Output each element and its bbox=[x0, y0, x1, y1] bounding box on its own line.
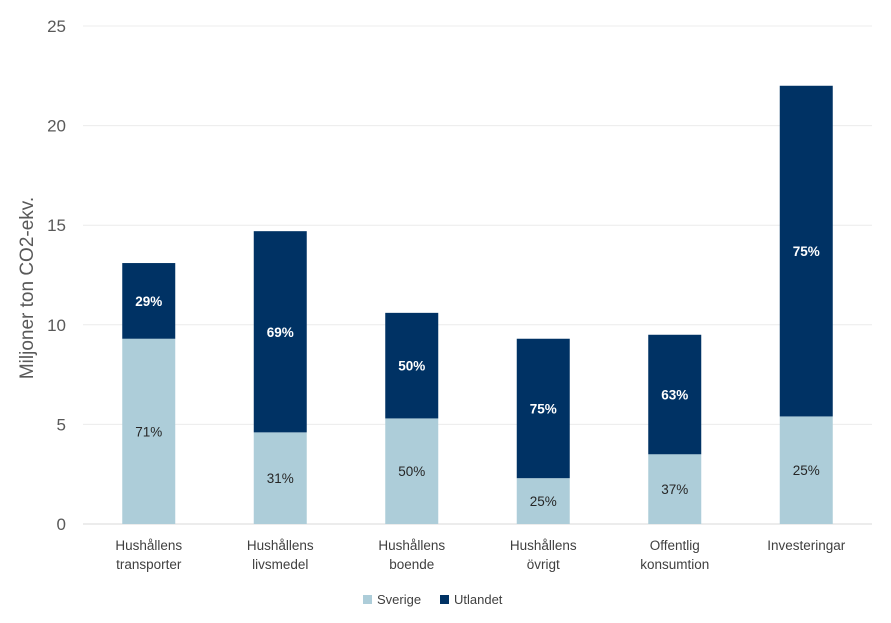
y-tick-label: 0 bbox=[57, 515, 66, 534]
segment-percent-label: 29% bbox=[135, 294, 162, 309]
segment-percent-label: 69% bbox=[267, 325, 294, 340]
category-label: livsmedel bbox=[252, 557, 308, 572]
category-label: övrigt bbox=[527, 557, 560, 572]
category-label: Hushållens bbox=[510, 538, 577, 553]
y-tick-label: 15 bbox=[47, 216, 66, 235]
bar-segment-utlandet bbox=[648, 334, 702, 455]
gridlines bbox=[83, 25, 872, 525]
y-tick-label: 20 bbox=[47, 117, 66, 136]
legend-label-sverige: Sverige bbox=[377, 592, 421, 607]
segment-percent-label: 71% bbox=[135, 424, 162, 439]
bar-segment-sverige bbox=[779, 416, 833, 524]
category-label: Hushållens bbox=[378, 538, 445, 553]
category-label: konsumtion bbox=[640, 557, 709, 572]
category-labels: Hushållens transporter Hushållens livsmedel… bbox=[115, 538, 845, 572]
segment-percent-label: 75% bbox=[530, 401, 557, 416]
segment-percent-label: 75% bbox=[793, 244, 820, 259]
y-tick-label: 5 bbox=[57, 415, 66, 434]
bar-segment-utlandet bbox=[385, 312, 439, 419]
bar-segment-sverige bbox=[122, 338, 176, 524]
category-label: transporter bbox=[116, 557, 182, 572]
bar-segment-sverige bbox=[253, 432, 307, 524]
bar-segment-sverige bbox=[385, 418, 439, 524]
bars bbox=[122, 85, 833, 524]
bar-segment-sverige bbox=[516, 478, 570, 524]
segment-percent-label: 25% bbox=[530, 494, 557, 509]
y-tick-label: 10 bbox=[47, 316, 66, 335]
y-axis-ticks: 0 5 10 15 20 25 bbox=[47, 17, 66, 534]
segment-percent-label: 31% bbox=[267, 471, 294, 486]
legend-label-utlandet: Utlandet bbox=[454, 592, 503, 607]
bar-segment-utlandet bbox=[516, 338, 570, 479]
y-axis-label: Miljoner ton CO2-ekv. bbox=[17, 197, 38, 379]
segment-percent-label: 37% bbox=[661, 482, 688, 497]
y-tick-label: 25 bbox=[47, 17, 66, 36]
category-label: Investeringar bbox=[767, 538, 846, 553]
bar-segment-sverige bbox=[648, 454, 702, 524]
segment-percent-label: 25% bbox=[793, 463, 820, 478]
segment-percent-label: 50% bbox=[398, 359, 425, 374]
category-label: Hushållens bbox=[247, 538, 314, 553]
segment-labels: 71% 29% 31% 69% 50% 50% 25% 75% 37% 63% 25% 75% bbox=[135, 244, 820, 509]
category-label: boende bbox=[389, 557, 434, 572]
bar-segment-utlandet bbox=[253, 231, 307, 433]
bar-segment-utlandet bbox=[122, 263, 176, 339]
category-label: Hushållens bbox=[115, 538, 182, 553]
legend-swatch-sverige bbox=[363, 595, 372, 604]
legend-swatch-utlandet bbox=[440, 595, 449, 604]
legend: Sverige Utlandet bbox=[363, 592, 503, 607]
category-label: Offentlig bbox=[650, 538, 700, 553]
segment-percent-label: 50% bbox=[398, 464, 425, 479]
segment-percent-label: 63% bbox=[661, 388, 688, 403]
bar-segment-utlandet bbox=[779, 85, 833, 417]
